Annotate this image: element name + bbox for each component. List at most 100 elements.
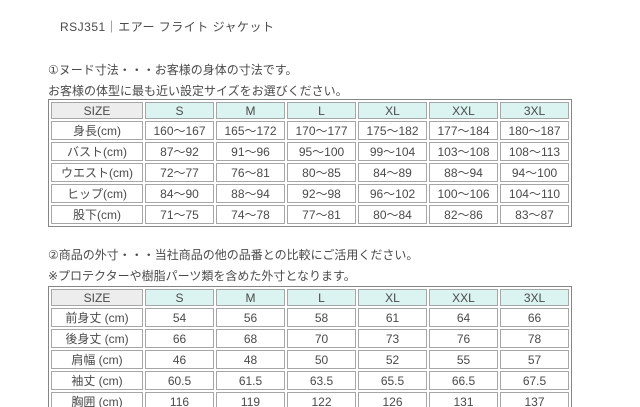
column-header-s: S xyxy=(145,102,214,119)
value-cell: 122 xyxy=(287,392,356,407)
value-cell: 78 xyxy=(500,329,569,348)
table-row: 後身丈 (cm) 66 68 70 73 76 78 xyxy=(51,329,569,348)
value-cell: 76～81 xyxy=(216,163,285,182)
outer-size-section-note: ※プロテクターや樹脂パーツ類を含めた外寸となります。 xyxy=(48,269,356,283)
value-cell: 52 xyxy=(358,350,427,369)
value-cell: 160～167 xyxy=(145,121,214,140)
value-cell: 119 xyxy=(216,392,285,407)
value-cell: 175～182 xyxy=(358,121,427,140)
value-cell: 68 xyxy=(216,329,285,348)
size-header-cell: SIZE xyxy=(51,289,143,306)
table-row: 胸囲 (cm) 116 119 122 126 131 137 xyxy=(51,392,569,407)
value-cell: 116 xyxy=(145,392,214,407)
header-row: SIZE S M L XL XXL 3XL xyxy=(51,289,569,306)
value-cell: 82～86 xyxy=(429,205,498,224)
table-row: 肩幅 (cm) 46 48 50 52 55 57 xyxy=(51,350,569,369)
value-cell: 91～96 xyxy=(216,142,285,161)
value-cell: 46 xyxy=(145,350,214,369)
row-label-cell: 身長(cm) xyxy=(51,121,143,140)
value-cell: 92～98 xyxy=(287,184,356,203)
value-cell: 70 xyxy=(287,329,356,348)
column-header-xl: XL xyxy=(358,289,427,306)
value-cell: 96～102 xyxy=(358,184,427,203)
value-cell: 55 xyxy=(429,350,498,369)
value-cell: 58 xyxy=(287,308,356,327)
value-cell: 108～113 xyxy=(500,142,569,161)
value-cell: 165～172 xyxy=(216,121,285,140)
value-cell: 65.5 xyxy=(358,371,427,390)
table-row: ウエスト(cm) 72～77 76～81 80～85 84～89 88～94 94～100 xyxy=(51,163,569,182)
value-cell: 50 xyxy=(287,350,356,369)
value-cell: 84～89 xyxy=(358,163,427,182)
table-row: 袖丈 (cm) 60.5 61.5 63.5 65.5 66.5 67.5 xyxy=(51,371,569,390)
value-cell: 57 xyxy=(500,350,569,369)
column-header-m: M xyxy=(216,102,285,119)
header-row: SIZE S M L XL XXL 3XL xyxy=(51,102,569,119)
value-cell: 87～92 xyxy=(145,142,214,161)
value-cell: 67.5 xyxy=(500,371,569,390)
table-row: 前身丈 (cm) 54 56 58 61 64 66 xyxy=(51,308,569,327)
value-cell: 83～87 xyxy=(500,205,569,224)
value-cell: 71～75 xyxy=(145,205,214,224)
column-header-l: L xyxy=(287,102,356,119)
value-cell: 61 xyxy=(358,308,427,327)
nude-size-section-heading: ①ヌード寸法・・・お客様の身体の寸法です。 xyxy=(48,63,298,77)
value-cell: 48 xyxy=(216,350,285,369)
value-cell: 76 xyxy=(429,329,498,348)
value-cell: 77～81 xyxy=(287,205,356,224)
value-cell: 88～94 xyxy=(216,184,285,203)
value-cell: 94～100 xyxy=(500,163,569,182)
outer-size-section-heading: ②商品の外寸・・・当社商品の他の品番との比較にご活用ください。 xyxy=(48,248,419,262)
column-header-m: M xyxy=(216,289,285,306)
value-cell: 170～177 xyxy=(287,121,356,140)
product-title: RSJ351｜エアー フライト ジャケット xyxy=(60,20,275,34)
value-cell: 180～187 xyxy=(500,121,569,140)
value-cell: 137 xyxy=(500,392,569,407)
table-row: バスト(cm) 87～92 91～96 95～100 99～104 103～108 108～… xyxy=(51,142,569,161)
column-header-3xl: 3XL xyxy=(500,102,569,119)
column-header-s: S xyxy=(145,289,214,306)
value-cell: 56 xyxy=(216,308,285,327)
value-cell: 131 xyxy=(429,392,498,407)
value-cell: 63.5 xyxy=(287,371,356,390)
column-header-xxl: XXL xyxy=(429,289,498,306)
value-cell: 95～100 xyxy=(287,142,356,161)
value-cell: 126 xyxy=(358,392,427,407)
value-cell: 80～85 xyxy=(287,163,356,182)
size-header-cell: SIZE xyxy=(51,102,143,119)
nude-size-section-note: お客様の体型に最も近い設定サイズをお選びください。 xyxy=(48,84,348,98)
value-cell: 66 xyxy=(500,308,569,327)
value-cell: 88～94 xyxy=(429,163,498,182)
table-row: 身長(cm) 160～167 165～172 170～177 175～182 177～18… xyxy=(51,121,569,140)
value-cell: 80～84 xyxy=(358,205,427,224)
value-cell: 66.5 xyxy=(429,371,498,390)
value-cell: 99～104 xyxy=(358,142,427,161)
value-cell: 100～106 xyxy=(429,184,498,203)
column-header-l: L xyxy=(287,289,356,306)
column-header-xxl: XXL xyxy=(429,102,498,119)
column-header-3xl: 3XL xyxy=(500,289,569,306)
outer-size-table: SIZE S M L XL XXL 3XL 前身丈 (cm) 54 56 58 61 64 66 後身丈 (… xyxy=(48,286,572,407)
value-cell: 64 xyxy=(429,308,498,327)
value-cell: 54 xyxy=(145,308,214,327)
value-cell: 177～184 xyxy=(429,121,498,140)
nude-size-table: SIZE S M L XL XXL 3XL 身長(cm) 160～167 165～172 170～1… xyxy=(48,99,572,227)
row-label-cell: ウエスト(cm) xyxy=(51,163,143,182)
row-label-cell: 袖丈 (cm) xyxy=(51,371,143,390)
value-cell: 66 xyxy=(145,329,214,348)
row-label-cell: 股下(cm) xyxy=(51,205,143,224)
value-cell: 72～77 xyxy=(145,163,214,182)
row-label-cell: 肩幅 (cm) xyxy=(51,350,143,369)
value-cell: 103～108 xyxy=(429,142,498,161)
value-cell: 104～110 xyxy=(500,184,569,203)
value-cell: 60.5 xyxy=(145,371,214,390)
row-label-cell: 胸囲 (cm) xyxy=(51,392,143,407)
row-label-cell: ヒップ(cm) xyxy=(51,184,143,203)
table-row: ヒップ(cm) 84～90 88～94 92～98 96～102 100～106 104～1… xyxy=(51,184,569,203)
value-cell: 61.5 xyxy=(216,371,285,390)
row-label-cell: バスト(cm) xyxy=(51,142,143,161)
row-label-cell: 後身丈 (cm) xyxy=(51,329,143,348)
value-cell: 74～78 xyxy=(216,205,285,224)
table-row: 股下(cm) 71～75 74～78 77～81 80～84 82～86 83～87 xyxy=(51,205,569,224)
